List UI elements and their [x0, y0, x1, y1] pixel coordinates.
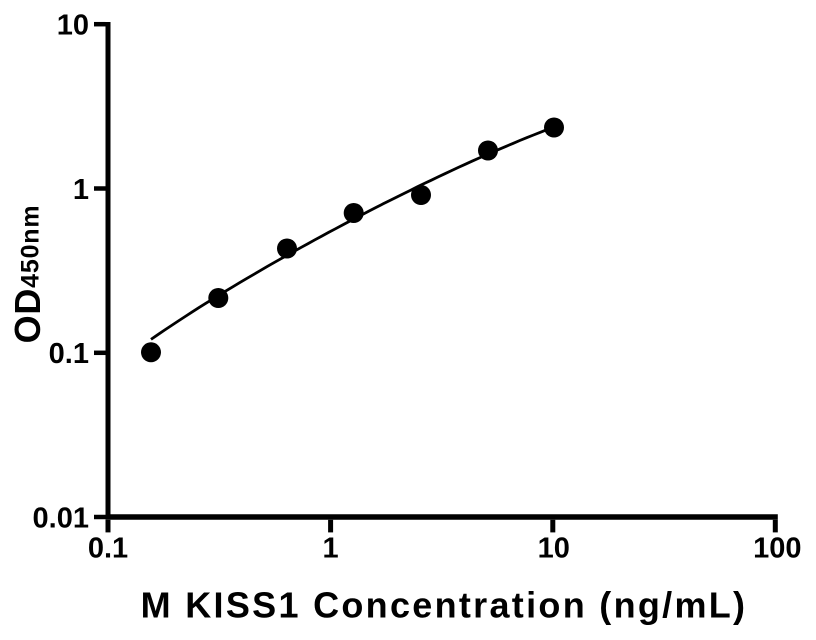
svg-text:1: 1 [323, 533, 339, 565]
svg-text:10: 10 [57, 10, 89, 42]
svg-text:0.01: 0.01 [33, 502, 89, 534]
svg-text:M KISS1 Concentration (ng/mL): M KISS1 Concentration (ng/mL) [141, 585, 748, 626]
svg-text:10: 10 [538, 533, 570, 565]
svg-text:0.1: 0.1 [88, 533, 128, 565]
svg-text:0.1: 0.1 [49, 338, 89, 370]
svg-text:1: 1 [73, 174, 89, 206]
svg-text:100: 100 [753, 533, 801, 565]
